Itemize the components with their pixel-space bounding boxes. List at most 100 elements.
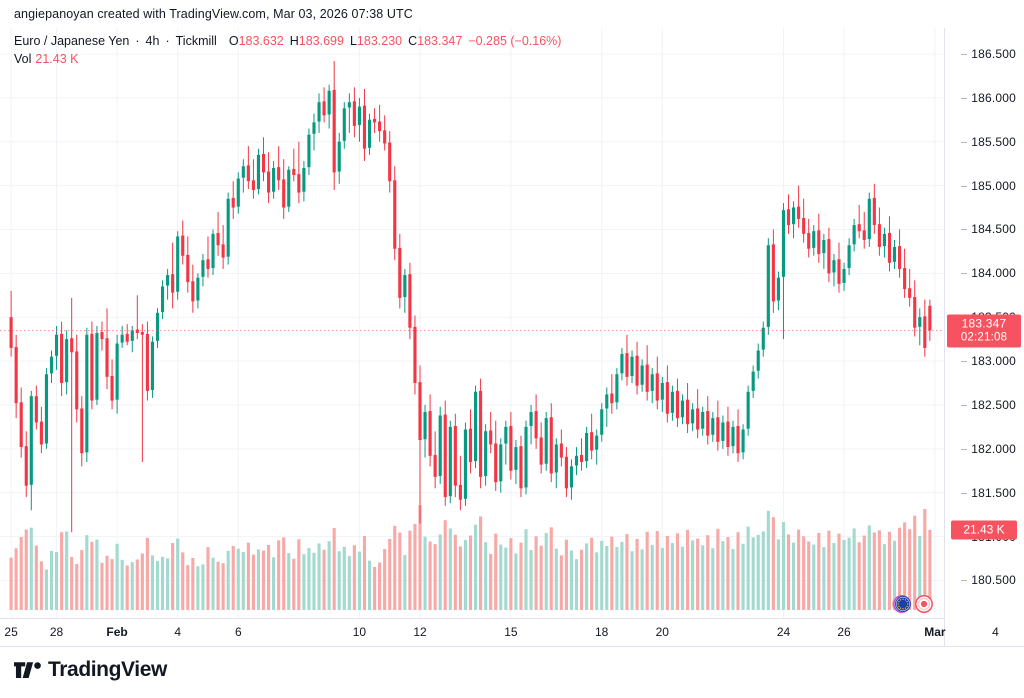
candle-body <box>145 333 149 391</box>
volume-badge[interactable]: 21.43 K <box>951 520 1017 540</box>
volume-bar <box>751 537 755 610</box>
volume-bar <box>428 541 432 610</box>
candle-body <box>786 209 791 226</box>
candle-body <box>827 239 831 274</box>
volume-bar <box>347 556 351 610</box>
volume-bar <box>403 555 407 610</box>
volume-bar <box>817 532 821 610</box>
volume-bar <box>135 559 139 610</box>
candle-body <box>226 198 230 257</box>
candle-body <box>413 326 417 384</box>
volume-bar <box>24 529 28 610</box>
candle-body <box>408 274 412 328</box>
volume-bar <box>827 530 831 610</box>
eurozone-flag-event-marker[interactable] <box>892 593 914 615</box>
candle-body <box>120 334 124 343</box>
economic-event-marker[interactable] <box>913 593 935 615</box>
volume-bar <box>494 533 498 610</box>
time-tick: 25 <box>4 625 18 639</box>
price-tick-dash <box>961 185 968 187</box>
volume-bar <box>413 523 417 610</box>
volume-bar <box>150 555 155 610</box>
volume-bar <box>85 535 89 610</box>
candle-body <box>251 180 255 190</box>
volume-bar <box>463 540 467 610</box>
candle-body <box>696 408 700 430</box>
price-tick-dash <box>961 448 968 450</box>
volume-bar <box>514 553 518 610</box>
volume-bar <box>211 557 215 610</box>
volume-bar <box>408 530 412 610</box>
candle-body <box>585 433 589 462</box>
candle-body <box>898 246 902 269</box>
candle-body <box>342 108 346 141</box>
volume-bar <box>640 549 644 610</box>
candle-body <box>261 153 266 173</box>
candle-body <box>918 317 922 327</box>
candle-body <box>534 411 538 439</box>
candle-body <box>201 260 205 277</box>
candle-body <box>49 356 54 374</box>
candle-body <box>287 169 291 207</box>
candle-body <box>635 355 639 386</box>
time-tick: 15 <box>504 625 518 639</box>
volume-bar <box>887 531 892 610</box>
volume-bar <box>398 532 402 610</box>
candle-body <box>236 178 240 207</box>
volume-bar <box>645 531 649 610</box>
candle-body <box>100 332 104 340</box>
candle-body <box>171 274 175 293</box>
time-scale[interactable]: 25 28 Feb 4 6 10 12 15 18 20 24 26 Mar 4 <box>0 618 999 646</box>
candle-body <box>504 426 508 444</box>
volume-bar <box>393 525 397 610</box>
candle-body <box>509 426 513 471</box>
volume-bar <box>832 543 836 610</box>
candle-body <box>579 454 584 462</box>
volume-bar <box>54 552 59 610</box>
volume-bar <box>660 547 664 610</box>
volume-bar <box>171 543 175 610</box>
candle-body <box>65 339 69 383</box>
volume-bar <box>367 560 372 610</box>
volume-bar <box>711 548 715 610</box>
candle-body <box>458 484 462 500</box>
last-price-value: 183.347 <box>961 316 1007 331</box>
candle-body <box>473 391 478 462</box>
time-tick: 28 <box>49 625 64 639</box>
volume-bar <box>186 565 190 610</box>
candle-body <box>176 236 180 292</box>
volume-bar <box>292 558 296 610</box>
volume-bar <box>307 547 311 610</box>
candle-body <box>297 174 301 193</box>
candle-body <box>494 443 498 483</box>
volume-bar <box>155 560 160 610</box>
volume-bar <box>721 541 725 610</box>
bottom-bar: TradingView <box>0 646 1024 698</box>
candle-body <box>746 391 750 429</box>
volume-bar <box>302 554 306 610</box>
attribution-text: angiepanoyan created with TradingView.co… <box>14 7 413 21</box>
price-scale[interactable]: 186.500 186.000 185.500 185.000 184.500 184.0… <box>944 28 1024 646</box>
chart-plot-area[interactable] <box>0 28 944 618</box>
candle-body <box>726 421 730 448</box>
tradingview-logo[interactable]: TradingView <box>14 658 167 682</box>
price-tick: 181.500 <box>961 486 1016 500</box>
volume-bar <box>322 549 326 610</box>
candle-body <box>448 426 452 497</box>
volume-bar <box>317 543 321 610</box>
candle-body <box>453 426 457 486</box>
candle-body <box>443 414 447 498</box>
volume-bar <box>484 542 488 610</box>
volume-bar <box>746 526 750 610</box>
candle-body <box>514 447 518 470</box>
volume-bar <box>34 545 38 610</box>
candle-body <box>29 396 33 485</box>
volume-bar <box>670 543 674 610</box>
candle-body <box>211 233 215 269</box>
last-price-badge[interactable]: 183.347 02:21:08 <box>947 314 1021 348</box>
volume-bar <box>236 548 240 610</box>
candle-body <box>24 446 28 486</box>
volume-bar <box>468 535 473 610</box>
candle-body <box>489 430 493 445</box>
volume-bar <box>579 549 584 610</box>
